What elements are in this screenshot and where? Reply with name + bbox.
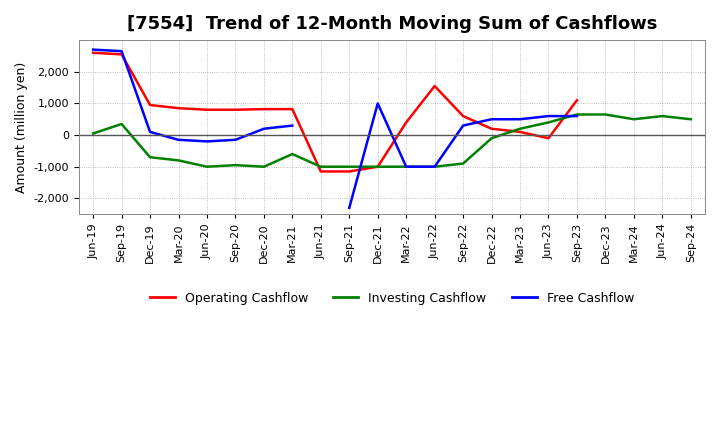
Title: [7554]  Trend of 12-Month Moving Sum of Cashflows: [7554] Trend of 12-Month Moving Sum of C… [127,15,657,33]
Y-axis label: Amount (million yen): Amount (million yen) [15,62,28,193]
Legend: Operating Cashflow, Investing Cashflow, Free Cashflow: Operating Cashflow, Investing Cashflow, … [145,286,639,310]
